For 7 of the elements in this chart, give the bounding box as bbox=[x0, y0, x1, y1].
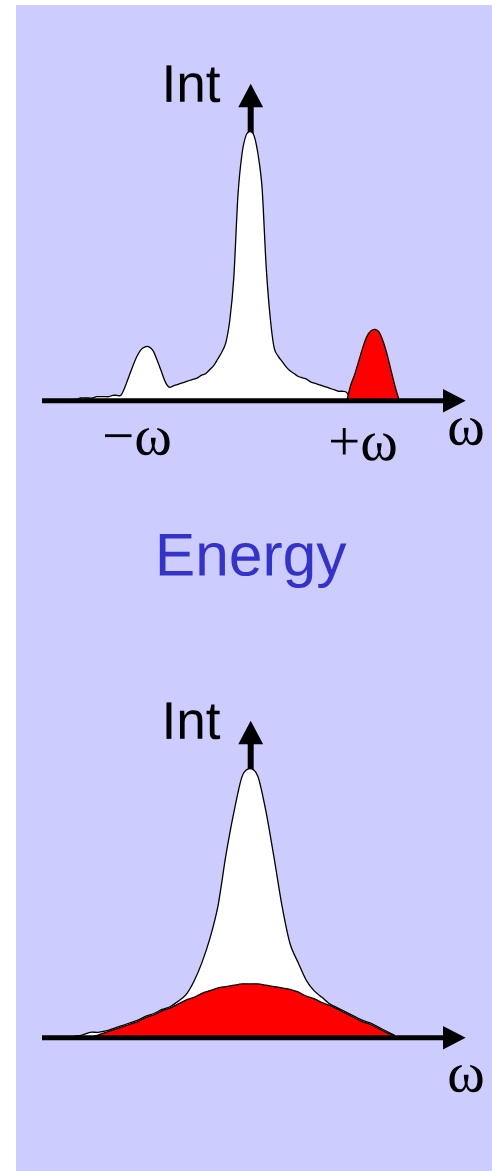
chart-title: Energy bbox=[159, 533, 347, 589]
y-axis-title: Int bbox=[166, 702, 221, 740]
x-axis-title: ω bbox=[449, 1064, 483, 1093]
y-axis-title: Int bbox=[166, 65, 221, 103]
x-tick-label: −ω bbox=[105, 427, 170, 456]
x-axis-title: ω bbox=[449, 417, 483, 446]
x-tick-label: +ω bbox=[331, 427, 396, 461]
